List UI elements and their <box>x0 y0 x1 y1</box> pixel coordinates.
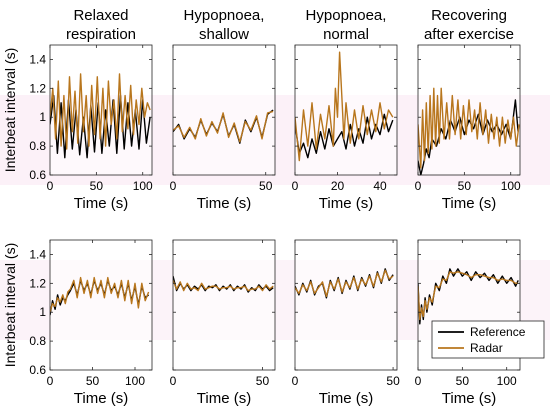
series-line-radar <box>418 87 520 169</box>
x-axis-label: Time (s) <box>319 195 373 212</box>
x-tick-label: 0 <box>47 179 54 193</box>
x-axis-label: Time (s) <box>442 390 496 407</box>
axes-box <box>294 44 398 176</box>
x-axis-label: Time (s) <box>74 390 128 407</box>
x-tick-label: 20 <box>331 179 345 193</box>
axes-box <box>172 239 276 371</box>
x-tick-label: 0 <box>292 374 299 388</box>
y-tick-label: 0.8 <box>29 334 46 348</box>
column-title: respiration <box>66 26 136 43</box>
x-axis-label: Time (s) <box>197 390 251 407</box>
axes-box <box>172 44 276 176</box>
series-line-radar <box>50 73 151 150</box>
y-tick-label: 1.2 <box>29 276 46 290</box>
plot-area <box>50 240 152 370</box>
series-line-radar <box>50 276 150 313</box>
x-tick-label: 100 <box>497 374 517 388</box>
x-tick-label: 0 <box>47 374 54 388</box>
series-line-radar <box>295 51 394 162</box>
axes-box <box>49 44 153 176</box>
column-title: normal <box>323 26 369 43</box>
plot-area <box>173 240 275 370</box>
x-tick-label: 0 <box>415 179 422 193</box>
panel-r0-c0: 0.6 0.8 1 1.2 1.4 0 50 100 Time (s) <box>29 44 153 212</box>
panel-r1-c1: 0 50 Time (s) <box>170 239 276 407</box>
x-tick-label: 0 <box>170 374 177 388</box>
y-tick-label: 0.6 <box>29 363 46 377</box>
legend-label-reference: Reference <box>470 325 526 339</box>
x-tick-label: 0 <box>415 374 422 388</box>
y-tick-label: 1.4 <box>29 247 46 261</box>
plot-area <box>295 240 397 370</box>
legend: Reference Radar <box>431 320 545 359</box>
x-tick-label: 0 <box>170 179 177 193</box>
panel-r0-c3: 0 50 100 Time (s) <box>415 44 521 212</box>
column-title: after exercise <box>424 26 514 43</box>
column-title: Hypopnoea, <box>184 7 265 24</box>
x-tick-label: 50 <box>86 374 100 388</box>
series-line-radar <box>173 280 274 292</box>
y-tick-label: 1.4 <box>29 52 46 66</box>
x-tick-label: 100 <box>125 374 145 388</box>
y-axis-labels: Interbeat interval (s) Interbeat interval… <box>2 48 18 368</box>
x-tick-label: 50 <box>458 179 472 193</box>
x-tick-label: 100 <box>501 179 521 193</box>
y-tick-label: 1 <box>39 305 46 319</box>
x-tick-label: 0 <box>292 179 299 193</box>
x-tick-label: 50 <box>386 374 400 388</box>
column-title: Hypopnoea, <box>306 7 387 24</box>
y-tick-label: 0.8 <box>29 139 46 153</box>
x-tick-label: 40 <box>373 179 387 193</box>
y-axis-label: Interbeat interval (s) <box>2 48 18 173</box>
column-title: Relaxed <box>73 7 128 24</box>
x-axis-label: Time (s) <box>319 390 373 407</box>
x-axis-label: Time (s) <box>197 195 251 212</box>
panel-r0-c1: 0 50 Time (s) <box>170 44 276 212</box>
axes-box <box>49 239 153 371</box>
column-title: shallow <box>199 26 249 43</box>
x-axis-label: Time (s) <box>74 195 128 212</box>
panel-r1-c0: 0.6 0.8 1 1.2 1.4 0 50 100 Time (s) <box>29 239 153 407</box>
axes-box <box>294 239 398 371</box>
y-tick-label: 0.6 <box>29 168 46 182</box>
series-line-reference <box>418 99 519 175</box>
legend-label-radar: Radar <box>470 341 503 355</box>
legend-box <box>431 320 545 359</box>
x-tick-label: 50 <box>456 374 470 388</box>
y-tick-label: 1.2 <box>29 81 46 95</box>
axes-box <box>417 44 521 176</box>
axes-box <box>417 239 521 371</box>
series-line-radar <box>173 110 274 143</box>
x-tick-label: 50 <box>259 179 273 193</box>
panel-r1-c2: 0 50 Time (s) <box>292 239 400 407</box>
series-line-radar <box>295 269 394 297</box>
y-tick-label: 1 <box>39 110 46 124</box>
y-axis-label: Interbeat interval (s) <box>2 243 18 368</box>
column-title: Recovering <box>431 7 507 24</box>
plot-area <box>173 45 275 175</box>
x-tick-label: 50 <box>90 179 104 193</box>
column-titles: Relaxed respiration Hypopnoea, shallow Hypop… <box>66 7 514 43</box>
x-tick-label: 50 <box>256 374 270 388</box>
series-line-radar <box>418 271 519 321</box>
x-tick-label: 100 <box>133 179 153 193</box>
x-axis-label: Time (s) <box>442 195 496 212</box>
